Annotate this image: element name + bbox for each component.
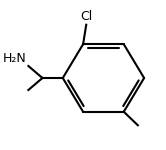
Text: Cl: Cl	[80, 10, 92, 23]
Text: H₂N: H₂N	[3, 52, 27, 65]
